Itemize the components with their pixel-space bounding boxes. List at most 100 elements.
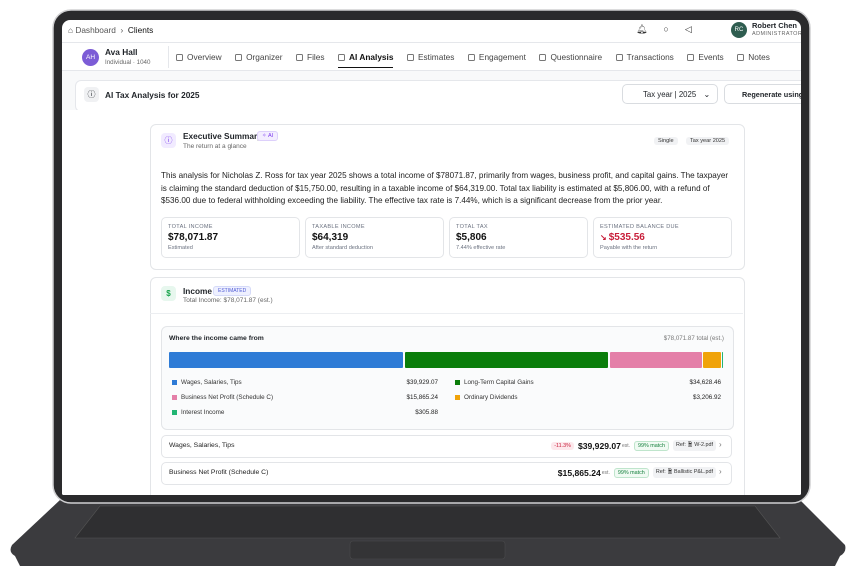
keyboard — [74, 505, 781, 539]
divider — [168, 46, 169, 68]
stat-value-text: $64,319 — [312, 232, 349, 243]
income-subtitle: Total Income: $78,071.87 (est.) — [183, 297, 273, 304]
tab[interactable]: Files — [296, 46, 325, 68]
ai-badge: ✧ AI — [257, 131, 279, 141]
tab[interactable]: Notes — [737, 46, 770, 68]
bar-segment — [609, 352, 702, 368]
bar-segment — [722, 352, 723, 368]
tab[interactable]: AI Analysis — [338, 46, 394, 68]
stat-value-text: $535.56 — [608, 232, 645, 243]
tab[interactable]: Events — [687, 46, 724, 68]
summary-subtitle: The return at a glance — [183, 143, 247, 150]
legend-value: $39,929.07 — [406, 379, 438, 386]
divider — [62, 42, 801, 43]
row-meta: $15,865.24 est. 99% match Ref: 🗎︎ Ballistic P… — [558, 467, 716, 478]
regenerate-button[interactable]: Regenerate using AI — [724, 84, 801, 104]
ref-badge[interactable]: Ref: 🗎︎ W-2.pdf — [672, 440, 716, 451]
stat-label: ESTIMATED BALANCE DUE — [600, 224, 679, 230]
stat-value-text: $78,071.87 — [168, 232, 219, 243]
ref-icon: 🗎︎ — [687, 442, 693, 448]
legend-label: Long-Term Capital Gains — [464, 379, 534, 386]
tab[interactable]: Estimates — [406, 46, 455, 68]
breakdown-box — [161, 326, 734, 430]
row-amount: $39,929.07 — [577, 440, 621, 451]
client-name: Ava Hall — [105, 47, 138, 57]
tag: Tax year 2025 — [686, 137, 730, 145]
divider — [150, 313, 743, 314]
tab-icon — [687, 53, 695, 61]
tab[interactable]: Transactions — [615, 46, 674, 68]
row-amount: $15,865.24 — [557, 467, 601, 478]
user-name: Robert Chen — [752, 21, 797, 30]
tab-label: Notes — [748, 52, 770, 62]
chevron[interactable]: › — [719, 467, 722, 476]
tab-icon — [296, 53, 304, 61]
stat-value: ↘ $535.56 — [600, 232, 645, 243]
stat-value: $64,319 — [312, 232, 348, 243]
stat-value: $78,071.87 — [168, 232, 218, 243]
tab-label: Events — [698, 52, 724, 62]
page-title: AI Tax Analysis for 2025 — [105, 90, 200, 100]
legend-swatch — [172, 410, 177, 415]
tab-label: Questionnaire — [550, 52, 603, 62]
legend-swatch — [455, 380, 460, 385]
income-row[interactable] — [161, 435, 732, 458]
toolbar-icons[interactable]: 🔔︎○◁ — [636, 24, 708, 34]
tab[interactable]: Overview — [176, 46, 222, 68]
summary-title: Executive Summary — [183, 131, 262, 141]
tab-label: AI Analysis — [349, 52, 394, 62]
legend-swatch — [172, 395, 177, 400]
stat-value: $5,806 — [456, 232, 487, 243]
tab-label: Estimates — [417, 52, 455, 62]
tab-label: Organizer — [246, 52, 283, 62]
client-subtitle: Individual · 1040 — [105, 59, 151, 66]
tab[interactable]: Engagement — [467, 46, 526, 68]
chevron[interactable]: › — [719, 440, 722, 449]
bar-segment — [404, 352, 608, 368]
tab[interactable]: Questionnaire — [539, 46, 602, 68]
breakdown-total: $78,071.87 total (est.) — [663, 335, 724, 342]
tab-icon — [235, 53, 243, 61]
ref-badge[interactable]: Ref: 🗎︎ Ballistic P&L.pdf — [652, 467, 716, 478]
stat-note: Payable with the return — [600, 245, 658, 251]
estimated-badge: ESTIMATED — [213, 286, 252, 296]
stat-box — [161, 217, 300, 258]
income-row[interactable] — [161, 462, 732, 485]
breakdown-title: Where the income came from — [169, 335, 264, 342]
user-avatar[interactable]: RC — [731, 22, 747, 38]
legend-label: Business Net Profit (Schedule C) — [181, 394, 274, 401]
breadcrumb: ⌂ Dashboard › Clients — [68, 25, 154, 35]
tab-label: Files — [307, 52, 325, 62]
stat-note: After standard deduction — [312, 245, 373, 251]
tab-icon — [406, 53, 414, 61]
bar-segment — [169, 352, 404, 368]
tab-bar: Overview Organizer Files AI Analysis Estimat… — [176, 46, 770, 68]
tab[interactable]: Organizer — [235, 46, 283, 68]
summary-icon: ⓘ — [161, 133, 176, 148]
tab-icon — [176, 53, 183, 61]
trackpad — [349, 540, 506, 560]
summary-card — [150, 124, 745, 270]
tab-icon — [539, 53, 547, 61]
legend-value: $305.88 — [415, 409, 438, 416]
tag: Single — [654, 137, 678, 145]
breadcrumb-item[interactable]: Dashboard — [75, 25, 116, 35]
row-name: Business Net Profit (Schedule C) — [169, 469, 269, 476]
income-title: Income — [183, 286, 213, 296]
income-icon: $ — [161, 286, 176, 301]
breadcrumb-item[interactable]: Clients — [127, 25, 154, 35]
screen: ⌂ Dashboard › Clients 🔔︎○◁ RC Robert Che… — [62, 20, 801, 495]
legend-label: Interest Income — [181, 409, 225, 416]
legend-swatch — [455, 395, 460, 400]
change-badge: -11.3% — [551, 441, 574, 450]
stat-note: 7.44% effective rate — [456, 245, 506, 251]
row-name: Wages, Salaries, Tips — [169, 442, 235, 449]
select-label: Tax year | 2025 — [643, 90, 697, 99]
row-meta: -11.3% $39,929.07 est. 99% match Ref: 🗎︎ W-2.p… — [551, 440, 716, 451]
tab-label: Overview — [187, 52, 222, 62]
tax-year-select[interactable]: Tax year | 2025 ⌄ — [622, 84, 718, 104]
bar-segment — [703, 352, 721, 368]
tab-icon — [615, 53, 623, 61]
stat-box — [449, 217, 588, 258]
divider — [62, 70, 801, 71]
